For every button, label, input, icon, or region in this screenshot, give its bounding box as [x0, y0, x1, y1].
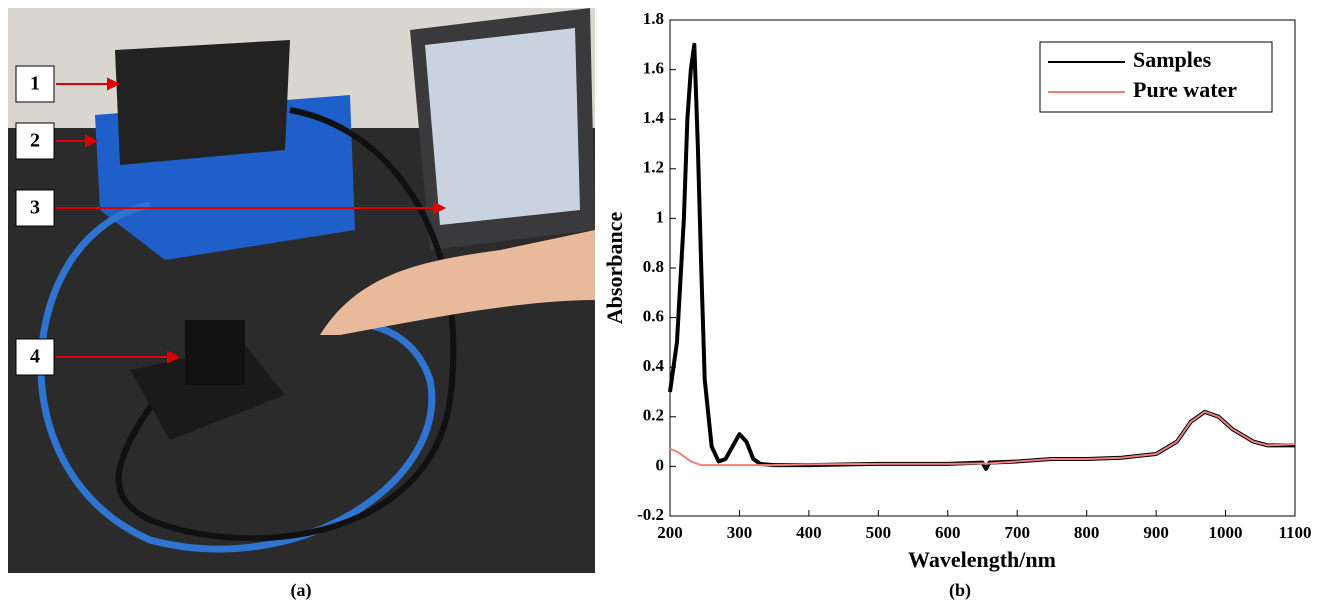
x-tick-label: 400 — [796, 523, 822, 542]
cuvette-base — [130, 345, 285, 440]
cuvette-holder — [185, 320, 245, 385]
x-tick-label: 500 — [866, 523, 892, 542]
photo-label: 3 — [30, 197, 40, 219]
y-tick-label: 1.8 — [643, 9, 664, 28]
photo: 1 2 3 4 — [8, 8, 595, 573]
x-tick-label: 1000 — [1209, 523, 1243, 542]
x-tick-label: 200 — [657, 523, 683, 542]
photo-label: 1 — [30, 73, 40, 95]
series-line — [669, 410, 1296, 467]
x-axis-label: Wavelength/nm — [908, 547, 1056, 572]
x-tick-label: 800 — [1074, 523, 1100, 542]
blue-cable — [37, 201, 436, 553]
y-tick-label: 0.8 — [643, 257, 664, 276]
y-tick-label: 0.6 — [643, 307, 664, 326]
y-axis-label: Absorbance — [602, 212, 627, 325]
laptop-screen — [425, 28, 580, 225]
legend-label: Samples — [1133, 47, 1212, 72]
black-cable — [115, 107, 457, 542]
photo-label: 4 — [30, 346, 40, 368]
x-tick-label: 600 — [935, 523, 961, 542]
y-tick-label: 0.4 — [643, 356, 665, 375]
legend-box — [1039, 41, 1273, 113]
hand — [320, 230, 595, 335]
y-tick-label: -0.2 — [637, 505, 664, 524]
y-tick-label: 1.4 — [643, 108, 665, 127]
x-tick-label: 1100 — [1278, 523, 1311, 542]
caption: (b) — [949, 580, 971, 601]
spectrometer-top — [115, 40, 290, 165]
y-tick-label: 1 — [656, 207, 665, 226]
x-tick-label: 300 — [727, 523, 753, 542]
x-tick-label: 900 — [1143, 523, 1169, 542]
photo-label: 2 — [30, 130, 40, 152]
x-tick-label: 700 — [1004, 523, 1030, 542]
legend-label: Pure water — [1133, 77, 1237, 102]
y-tick-label: 0.2 — [643, 406, 664, 425]
y-tick-label: 1.2 — [643, 158, 664, 177]
label-boxes — [15, 65, 55, 376]
y-tick-label: 1.6 — [643, 59, 664, 78]
y-tick-label: 0 — [656, 455, 665, 474]
arrows — [56, 77, 447, 364]
caption: (a) — [291, 580, 312, 601]
